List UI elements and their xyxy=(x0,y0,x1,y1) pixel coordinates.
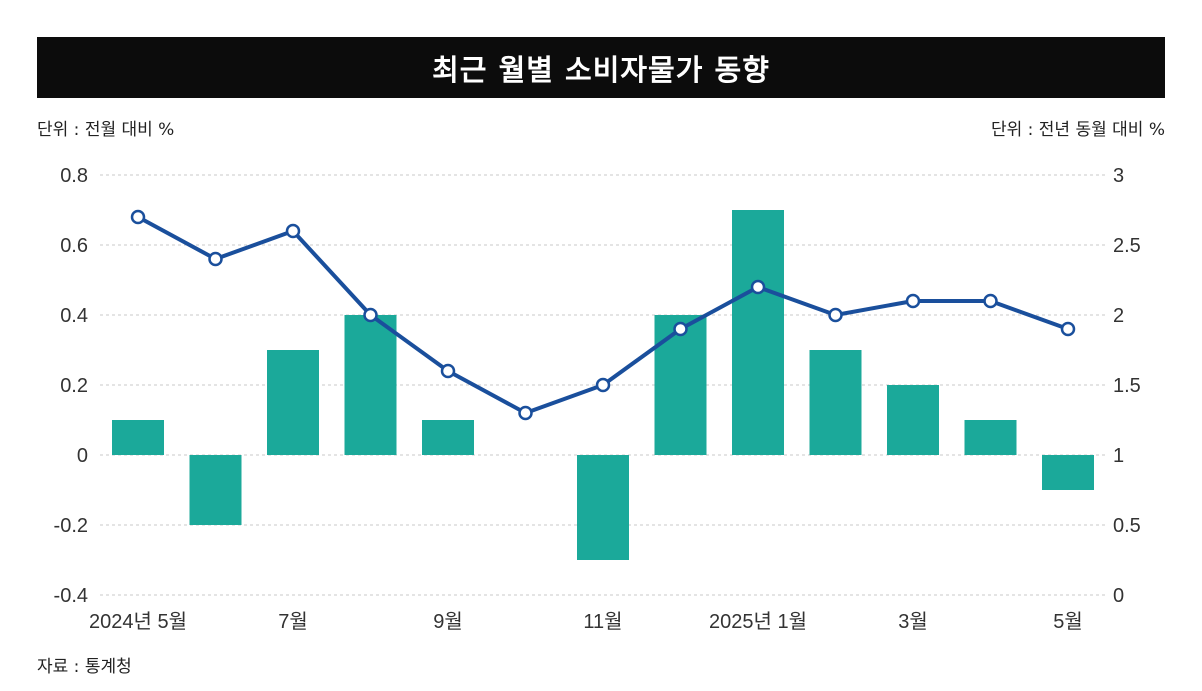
line-point xyxy=(750,279,766,295)
right-tick-label: 0 xyxy=(1113,585,1124,607)
bar xyxy=(189,455,242,525)
bar xyxy=(422,420,474,455)
line-point xyxy=(595,377,611,393)
chart-title: 최근 월별 소비자물가 동향 xyxy=(37,37,1165,98)
right-tick-label: 1 xyxy=(1113,445,1124,467)
right-tick-label: 2 xyxy=(1113,305,1124,327)
line-point xyxy=(440,363,456,379)
x-tick-label: 2024년 5월 xyxy=(89,610,187,633)
left-tick-label: 0.2 xyxy=(60,375,88,397)
left-tick-label: 0.6 xyxy=(60,235,88,257)
x-tick-label: 9월 xyxy=(433,610,463,633)
x-axis-ticks: 2024년 5월 7월 9월 11월 2025년 1월 3월 5월 xyxy=(89,610,1083,633)
line-point xyxy=(285,223,301,239)
bar xyxy=(887,385,939,455)
x-tick-label: 5월 xyxy=(1053,610,1083,633)
right-tick-label: 3 xyxy=(1113,165,1124,187)
x-tick-label: 11월 xyxy=(583,610,622,633)
right-tick-label: 0.5 xyxy=(1113,515,1141,537)
bar xyxy=(267,350,319,455)
bar xyxy=(344,315,397,455)
line-point xyxy=(905,293,921,309)
left-tick-label: 0 xyxy=(77,445,88,467)
bar xyxy=(654,315,707,455)
bar xyxy=(112,420,164,455)
left-axis-ticks: 0.8 0.6 0.4 0.2 0 -0.2 -0.4 xyxy=(54,165,88,607)
line-point xyxy=(1060,321,1076,337)
left-tick-label: 0.8 xyxy=(60,165,88,187)
left-tick-label: -0.4 xyxy=(54,585,88,607)
source-note: 자료 : 통계청 xyxy=(37,657,132,677)
line-point xyxy=(130,209,146,225)
left-tick-label: 0.4 xyxy=(60,305,88,327)
x-tick-label: 2025년 1월 xyxy=(709,610,807,633)
line-point xyxy=(208,251,223,267)
bar xyxy=(964,420,1017,455)
line-point xyxy=(518,405,533,421)
line-series xyxy=(130,209,1076,421)
line-point xyxy=(363,307,378,323)
right-tick-label: 1.5 xyxy=(1113,375,1141,397)
line-point xyxy=(828,307,843,323)
bar xyxy=(809,350,862,455)
bar xyxy=(1042,455,1094,490)
left-axis-unit: 단위 : 전월 대비 % xyxy=(37,120,175,140)
x-tick-label: 7월 xyxy=(278,610,308,633)
line-point xyxy=(673,321,688,337)
bar-series xyxy=(112,210,1094,560)
line-point xyxy=(983,293,998,309)
right-axis-ticks: 3 2.5 2 1.5 1 0.5 0 xyxy=(1113,165,1141,607)
bar xyxy=(732,210,784,455)
left-tick-label: -0.2 xyxy=(54,515,88,537)
bar xyxy=(577,455,629,560)
right-axis-unit: 단위 : 전년 동월 대비 % xyxy=(990,120,1165,140)
right-tick-label: 2.5 xyxy=(1113,235,1141,257)
x-tick-label: 3월 xyxy=(898,610,928,633)
